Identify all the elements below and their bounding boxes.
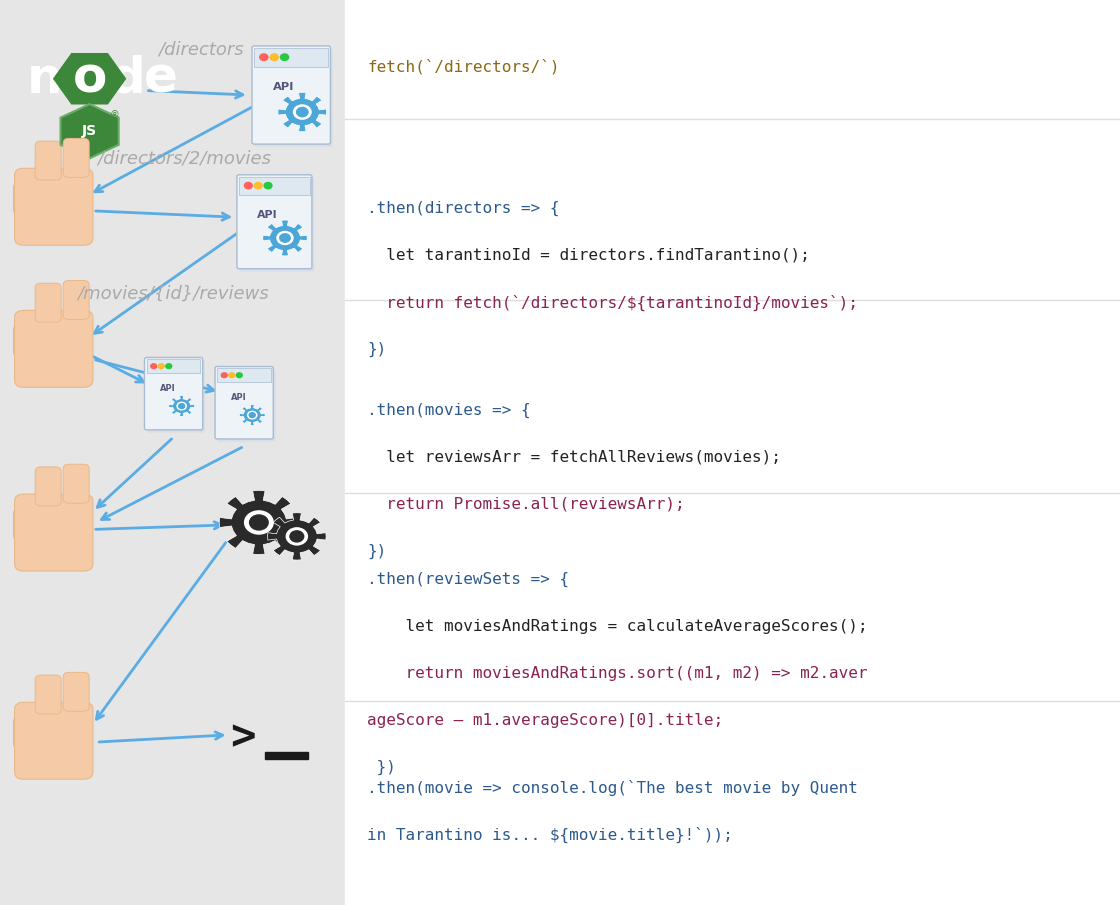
Text: ®: ®	[110, 110, 119, 120]
Polygon shape	[278, 92, 327, 132]
FancyBboxPatch shape	[147, 360, 205, 433]
Text: in Tarantino is... ${movie.title}!`));: in Tarantino is... ${movie.title}!`));	[367, 827, 734, 843]
Bar	[265, 752, 308, 759]
Circle shape	[287, 528, 307, 545]
Text: o: o	[73, 54, 106, 103]
Circle shape	[280, 54, 289, 61]
FancyBboxPatch shape	[217, 369, 276, 442]
FancyBboxPatch shape	[63, 281, 90, 319]
FancyBboxPatch shape	[13, 717, 38, 748]
FancyBboxPatch shape	[254, 49, 333, 147]
FancyBboxPatch shape	[35, 141, 62, 180]
Bar	[147, 359, 200, 373]
Bar	[254, 48, 328, 67]
FancyBboxPatch shape	[63, 672, 90, 711]
FancyBboxPatch shape	[240, 177, 314, 272]
Polygon shape	[220, 491, 299, 555]
Circle shape	[244, 511, 273, 534]
FancyBboxPatch shape	[15, 168, 93, 245]
Text: e: e	[144, 54, 178, 103]
Text: API: API	[231, 393, 246, 402]
Circle shape	[250, 515, 268, 530]
FancyBboxPatch shape	[63, 138, 90, 177]
Circle shape	[293, 105, 311, 119]
Text: API: API	[256, 209, 278, 220]
Circle shape	[222, 373, 227, 377]
Bar	[217, 368, 271, 382]
Text: d: d	[110, 54, 146, 103]
Bar	[240, 176, 309, 195]
Text: n: n	[27, 54, 63, 103]
Text: }): })	[367, 544, 386, 559]
Circle shape	[254, 183, 262, 189]
Circle shape	[270, 54, 278, 61]
Circle shape	[179, 404, 185, 408]
Text: return moviesAndRatings.sort((m1, m2) => m2.aver: return moviesAndRatings.sort((m1, m2) =>…	[367, 666, 868, 681]
Polygon shape	[268, 513, 326, 560]
FancyBboxPatch shape	[35, 283, 62, 322]
Circle shape	[158, 364, 165, 368]
Circle shape	[236, 373, 242, 377]
Circle shape	[277, 232, 293, 244]
Text: .then(directors => {: .then(directors => {	[367, 201, 560, 216]
Circle shape	[166, 364, 171, 368]
FancyBboxPatch shape	[144, 357, 203, 430]
Polygon shape	[240, 405, 265, 425]
FancyBboxPatch shape	[252, 46, 330, 144]
Polygon shape	[169, 395, 195, 416]
Circle shape	[250, 413, 255, 417]
Text: let tarantinoId = directors.findTarantino();: let tarantinoId = directors.findTarantin…	[367, 248, 810, 263]
Text: }): })	[367, 760, 396, 776]
Text: .then(movie => console.log(`The best movie by Quent: .then(movie => console.log(`The best mov…	[367, 780, 858, 796]
Text: let reviewsArr = fetchAllReviews(movies);: let reviewsArr = fetchAllReviews(movies)…	[367, 450, 782, 465]
Text: ageScore – m1.averageScore)[0].title;: ageScore – m1.averageScore)[0].title;	[367, 713, 724, 729]
Text: return Promise.all(reviewsArr);: return Promise.all(reviewsArr);	[367, 497, 685, 512]
Text: >: >	[231, 717, 255, 758]
Circle shape	[151, 364, 157, 368]
Circle shape	[290, 531, 304, 542]
Text: JS: JS	[82, 124, 97, 138]
Text: return fetch(`/directors/${tarantinoId}/movies`);: return fetch(`/directors/${tarantinoId}/…	[367, 295, 858, 311]
FancyBboxPatch shape	[13, 325, 38, 357]
Circle shape	[244, 183, 252, 189]
Text: .then(movies => {: .then(movies => {	[367, 403, 531, 418]
Polygon shape	[263, 220, 307, 256]
Text: /movies/{id}/reviews: /movies/{id}/reviews	[77, 285, 270, 303]
FancyBboxPatch shape	[13, 183, 38, 214]
FancyBboxPatch shape	[63, 464, 90, 503]
Polygon shape	[54, 53, 125, 104]
Circle shape	[177, 403, 186, 410]
Text: API: API	[160, 384, 176, 393]
Text: }): })	[367, 342, 386, 357]
Bar	[345, 0, 1120, 905]
Bar	[0, 0, 345, 905]
Polygon shape	[60, 104, 119, 158]
FancyBboxPatch shape	[15, 310, 93, 387]
FancyBboxPatch shape	[35, 467, 62, 506]
FancyBboxPatch shape	[15, 702, 93, 779]
Text: API: API	[273, 82, 295, 92]
Circle shape	[260, 54, 268, 61]
Text: /directors/2/movies: /directors/2/movies	[97, 149, 272, 167]
Text: .then(reviewSets => {: .then(reviewSets => {	[367, 572, 569, 587]
Circle shape	[280, 233, 290, 243]
FancyBboxPatch shape	[15, 494, 93, 571]
Circle shape	[264, 183, 272, 189]
Circle shape	[248, 412, 256, 419]
FancyBboxPatch shape	[215, 367, 273, 439]
Text: let moviesAndRatings = calculateAverageScores();: let moviesAndRatings = calculateAverageS…	[367, 619, 868, 634]
FancyBboxPatch shape	[35, 675, 62, 714]
Text: /directors: /directors	[159, 41, 244, 59]
Circle shape	[297, 108, 308, 117]
Text: fetch(`/directors/`): fetch(`/directors/`)	[367, 59, 560, 74]
FancyBboxPatch shape	[237, 175, 311, 269]
Circle shape	[228, 373, 235, 377]
FancyBboxPatch shape	[13, 509, 38, 540]
